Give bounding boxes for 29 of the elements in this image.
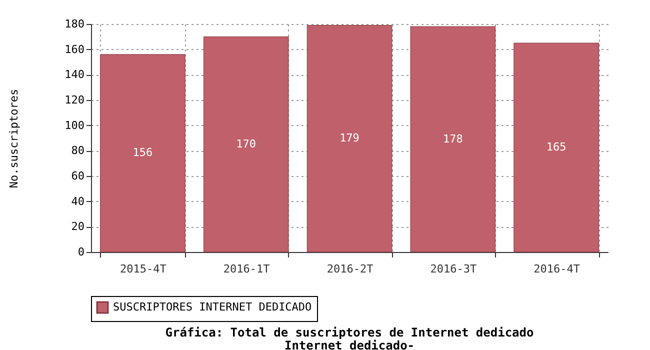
y-tick-label: 80: [71, 144, 84, 158]
bar: [306, 25, 392, 252]
y-tick-label: 60: [71, 170, 84, 182]
bar: [203, 36, 289, 252]
y-axis-title: No.suscriptores: [8, 88, 21, 188]
y-tick-label: 160: [64, 42, 84, 56]
y-tick-label: 180: [64, 18, 84, 30]
bar: [100, 54, 186, 252]
text: Internet dedicado-: [284, 338, 415, 350]
y-tick-label: 100: [64, 118, 84, 132]
x-tick-label: 2016-2T: [326, 262, 374, 276]
x-tick-label: 2016-4T: [534, 262, 580, 276]
data-label: 156: [132, 146, 153, 160]
text: Gráfica: Total de suscriptores de Internet dedicado: [165, 326, 534, 340]
data-label: 165: [546, 140, 566, 154]
x-tick-label: 2015-4T: [120, 262, 167, 276]
y-tick-label: 0: [78, 246, 84, 258]
x-tick-label: 2016-1T: [223, 262, 270, 276]
bar: [514, 42, 599, 252]
y-tick-label: 120: [64, 94, 84, 106]
y-tick-label: 20: [71, 220, 84, 234]
legend-label: SUSCRIPTORES INTERNET DEDICADO: [113, 300, 312, 314]
y-tick-label: 140: [64, 68, 84, 82]
data-label: 179: [340, 132, 360, 145]
data-label: 170: [236, 137, 256, 150]
x-tick-label: 2016-3T: [430, 262, 477, 276]
data-label: 178: [442, 132, 463, 146]
bar: [410, 26, 496, 252]
y-tick-label: 40: [71, 194, 84, 208]
